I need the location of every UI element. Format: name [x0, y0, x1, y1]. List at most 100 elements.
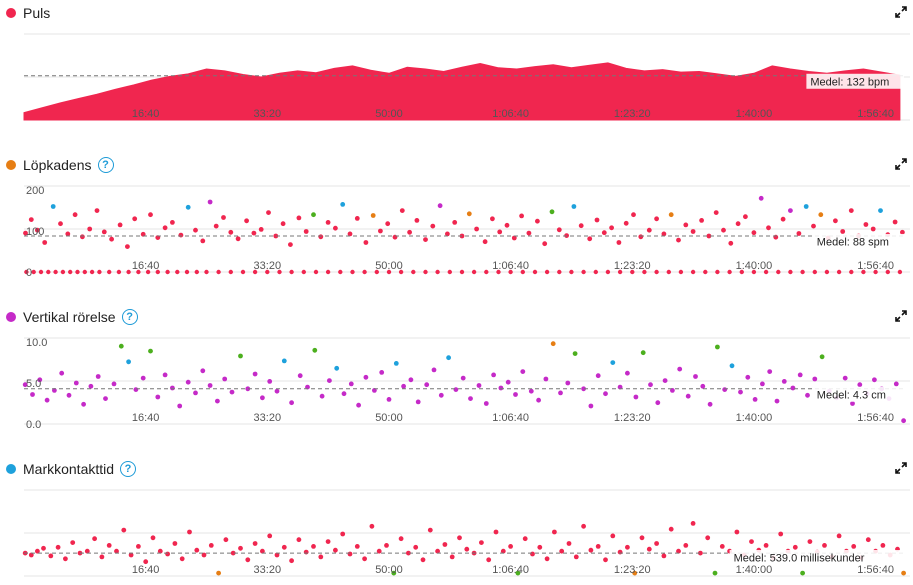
- data-point: [466, 211, 472, 217]
- data-point: [677, 366, 683, 372]
- data-point: [201, 552, 207, 558]
- data-point: [53, 269, 58, 275]
- data-point: [557, 269, 562, 275]
- data-point: [870, 226, 876, 232]
- question-circle-icon[interactable]: ?: [120, 461, 137, 477]
- ground-contact-panel: Markkontakttid ?: [0, 458, 913, 585]
- data-point: [792, 544, 798, 550]
- data-point: [84, 548, 90, 554]
- data-point: [406, 550, 411, 556]
- data-point: [37, 377, 43, 383]
- data-point: [632, 570, 638, 576]
- data-point: [354, 544, 360, 549]
- data-point: [208, 543, 214, 548]
- data-point: [464, 546, 470, 552]
- data-point: [581, 386, 586, 392]
- data-point: [901, 418, 906, 424]
- data-point: [609, 225, 614, 231]
- question-circle-icon[interactable]: ?: [121, 309, 138, 325]
- data-point: [490, 216, 495, 222]
- data-point: [289, 269, 294, 275]
- data-point: [318, 554, 324, 560]
- data-point: [661, 553, 667, 559]
- data-point: [97, 269, 102, 275]
- x-tick-label: 33:20: [254, 412, 282, 424]
- expand-icon[interactable]: [895, 310, 907, 322]
- heart-rate-area: [23, 62, 901, 121]
- data-point: [362, 269, 367, 275]
- mean-label-box: [812, 386, 904, 402]
- data-point: [42, 240, 48, 245]
- data-point: [715, 344, 720, 350]
- data-point: [648, 382, 653, 388]
- data-point: [228, 269, 233, 275]
- data-point: [559, 548, 565, 554]
- data-point: [654, 269, 659, 275]
- data-point: [625, 544, 630, 550]
- data-point: [384, 543, 389, 548]
- data-point: [683, 222, 689, 228]
- data-point: [700, 383, 706, 389]
- data-point: [588, 547, 594, 553]
- data-point: [303, 229, 309, 234]
- data-point: [101, 229, 107, 235]
- series-color-dot: [6, 8, 16, 18]
- data-point: [103, 396, 108, 401]
- data-point: [646, 546, 652, 552]
- data-point: [281, 358, 287, 364]
- data-point: [572, 351, 578, 356]
- data-point: [155, 269, 160, 275]
- data-point: [536, 397, 541, 403]
- data-point: [55, 544, 61, 550]
- panel-title: Puls: [23, 5, 51, 21]
- data-point: [363, 240, 369, 245]
- data-point: [442, 542, 448, 547]
- data-point: [369, 523, 375, 529]
- expand-icon[interactable]: [895, 462, 907, 474]
- data-point: [379, 370, 385, 375]
- data-point: [763, 269, 769, 275]
- panel-header: Markkontakttid ?: [6, 458, 137, 480]
- data-point: [267, 533, 273, 539]
- data-point: [459, 269, 465, 275]
- x-tick-label: 33:20: [254, 108, 282, 120]
- data-point: [128, 552, 134, 558]
- data-point: [743, 214, 748, 220]
- data-point: [690, 229, 696, 234]
- data-point: [728, 240, 734, 246]
- question-circle-icon[interactable]: ?: [97, 157, 114, 173]
- data-point: [398, 536, 404, 542]
- data-point: [812, 269, 817, 275]
- data-point: [610, 533, 616, 539]
- mean-label: Medel: 132 bpm: [810, 76, 889, 88]
- data-point: [333, 225, 338, 231]
- data-point: [457, 535, 462, 541]
- series-color-dot: [6, 312, 16, 322]
- data-point: [640, 350, 646, 356]
- data-point: [28, 217, 34, 222]
- data-point: [340, 531, 346, 537]
- data-point: [515, 570, 521, 576]
- data-point: [289, 400, 294, 406]
- x-tick-label: 1:56:40: [857, 412, 894, 424]
- data-point: [312, 347, 318, 353]
- expand-icon[interactable]: [895, 6, 907, 18]
- data-point: [411, 269, 416, 275]
- data-point: [493, 529, 499, 535]
- data-point: [751, 269, 757, 275]
- data-point: [530, 551, 535, 557]
- data-point: [766, 225, 771, 231]
- data-point: [474, 226, 479, 232]
- expand-icon[interactable]: [895, 158, 907, 170]
- data-point: [721, 227, 726, 233]
- mean-label: Medel: 539.0 millisekunder: [734, 553, 865, 565]
- data-point: [763, 543, 769, 548]
- data-point: [347, 551, 353, 557]
- data-point: [601, 230, 607, 236]
- data-point: [107, 269, 112, 275]
- data-point: [790, 385, 796, 391]
- data-point: [251, 230, 257, 236]
- x-tick-label: 1:40:00: [736, 564, 773, 576]
- data-point: [625, 370, 630, 376]
- data-point: [347, 231, 353, 237]
